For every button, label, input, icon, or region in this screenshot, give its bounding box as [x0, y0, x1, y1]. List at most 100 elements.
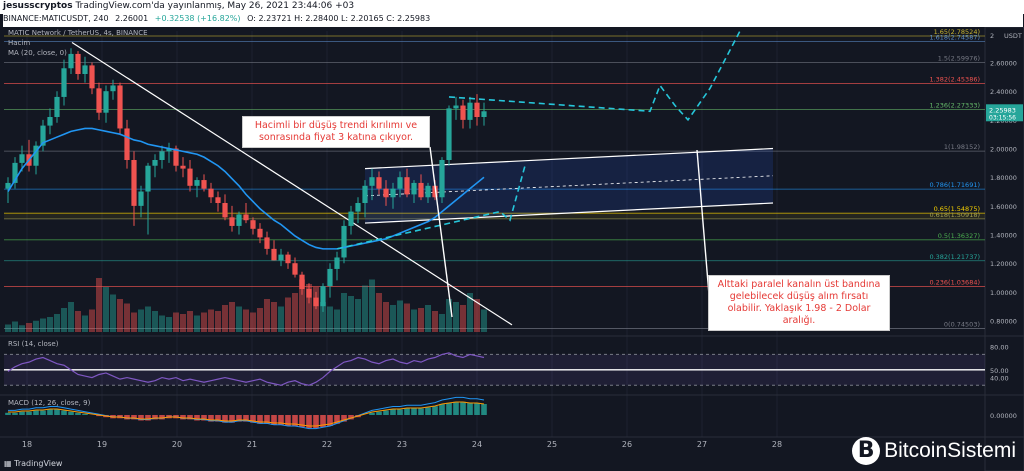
macd-histogram-bar	[131, 415, 137, 420]
candle-body	[439, 160, 445, 198]
x-tick-label: 28	[772, 440, 782, 449]
candle-body	[362, 185, 368, 203]
x-tick-label: 23	[397, 440, 407, 449]
candle-body	[166, 148, 172, 152]
macd-histogram-bar	[138, 415, 144, 421]
macd-histogram-bar	[215, 415, 221, 422]
volume-bar	[222, 305, 228, 332]
volume-bar	[418, 308, 424, 332]
volume-bar	[180, 314, 186, 332]
macd-histogram-bar	[236, 415, 242, 422]
tradingview-footer[interactable]: ▦ TradingView	[4, 459, 63, 468]
candle-body	[397, 177, 403, 189]
price-chart[interactable]: 18 19 20 21 22 23 24 25 26 27 28 1.65(2.78524)1.618…	[0, 27, 1024, 471]
volume-bar	[201, 312, 207, 332]
macd-histogram-bar	[432, 406, 438, 415]
volume-bar	[446, 299, 452, 332]
macd-histogram-bar	[446, 402, 452, 415]
fib-label: 1(1.98152)	[944, 143, 980, 151]
fib-label: 1.65(2.78524)	[934, 28, 980, 36]
candle-body	[348, 211, 354, 226]
macd-histogram-bar	[159, 415, 165, 420]
macd-histogram-bar	[376, 411, 382, 415]
x-tick-label: 20	[172, 440, 182, 449]
y-tick-label: 2.60000	[990, 60, 1017, 68]
macd-histogram-bar	[54, 409, 60, 415]
candle-body	[250, 220, 256, 229]
candle-body	[411, 182, 417, 195]
candle-body	[5, 182, 11, 189]
fib-label: 1.382(2.45386)	[929, 75, 980, 83]
candle-body	[180, 165, 186, 169]
candle-body	[47, 117, 53, 126]
author-name[interactable]: jesusscryptos	[3, 1, 73, 11]
macd-histogram-bar	[5, 412, 11, 415]
volume-bar	[89, 309, 95, 332]
volume-bar	[411, 309, 417, 332]
macd-histogram-bar	[96, 415, 102, 417]
y-tick-label: 1.00000	[990, 289, 1017, 297]
volume-bar	[369, 279, 375, 332]
volume-bar	[320, 302, 326, 332]
projection-up-2	[448, 30, 741, 122]
macd-histogram-bar	[453, 401, 459, 415]
volume-bar	[40, 318, 46, 332]
volume-bar	[68, 302, 74, 332]
candle-body	[215, 197, 221, 203]
annotation-arrow-bottom	[696, 149, 711, 308]
candle-body	[82, 65, 88, 74]
x-tick-label: 27	[697, 440, 707, 449]
candle-body	[208, 188, 214, 198]
candle-body	[432, 185, 438, 198]
macd-histogram-bar	[222, 415, 228, 423]
candle-body	[481, 111, 487, 117]
x-tick-label: 19	[97, 440, 107, 449]
candle-body	[243, 214, 249, 221]
macd-histogram-bar	[285, 415, 291, 426]
candle-body	[320, 286, 326, 307]
volume-bar	[467, 293, 473, 332]
candle-body	[54, 96, 60, 117]
macd-histogram-bar	[75, 412, 81, 415]
volume-bar	[334, 309, 340, 332]
macd-tick-label: 0.00000	[990, 412, 1017, 420]
macd-histogram-bar	[334, 415, 340, 424]
macd-histogram-bar	[411, 408, 417, 415]
macd-histogram-bar	[425, 407, 431, 415]
volume-bar	[439, 314, 445, 332]
volume-bar	[404, 303, 410, 332]
candle-body	[222, 203, 228, 218]
ma-legend: MA (20, close, 0)	[8, 49, 67, 57]
change-value: +0.32538 (+16.82%)	[154, 14, 241, 23]
x-tick-label: 18	[22, 440, 32, 449]
volume-bar	[194, 315, 200, 332]
macd-histogram-bar	[152, 415, 158, 420]
candle-body	[201, 180, 207, 189]
annotation-bottom: Alttaki paralel kanalın üst bandına gele…	[708, 275, 890, 331]
fib-label: 0(0.74503)	[944, 320, 980, 328]
macd-histogram-bar	[299, 415, 305, 428]
volume-bar	[243, 309, 249, 332]
chart-background	[0, 27, 1024, 471]
volume-legend: Hacim	[8, 39, 30, 47]
volume-bar	[54, 314, 60, 332]
candle-body	[285, 254, 291, 264]
volume-bar	[397, 300, 403, 332]
macd-histogram-bar	[404, 408, 410, 415]
macd-histogram-bar	[61, 410, 67, 415]
volume-bar	[229, 302, 235, 332]
last-price-label: 2.25983	[989, 106, 1016, 114]
candle-body	[390, 188, 396, 198]
volume-bar	[117, 299, 123, 332]
candle-body	[271, 248, 277, 261]
candle-body	[173, 148, 179, 166]
volume-bar	[264, 299, 270, 332]
volume-bar	[348, 296, 354, 332]
volume-bar	[159, 315, 165, 332]
candle-body	[89, 65, 95, 89]
fib-label: 0.236(1.03684)	[929, 279, 980, 287]
candle-body	[187, 168, 193, 186]
volume-bar	[61, 308, 67, 332]
fib-label: 1.618(2.74587)	[929, 34, 980, 42]
volume-bar	[187, 311, 193, 332]
